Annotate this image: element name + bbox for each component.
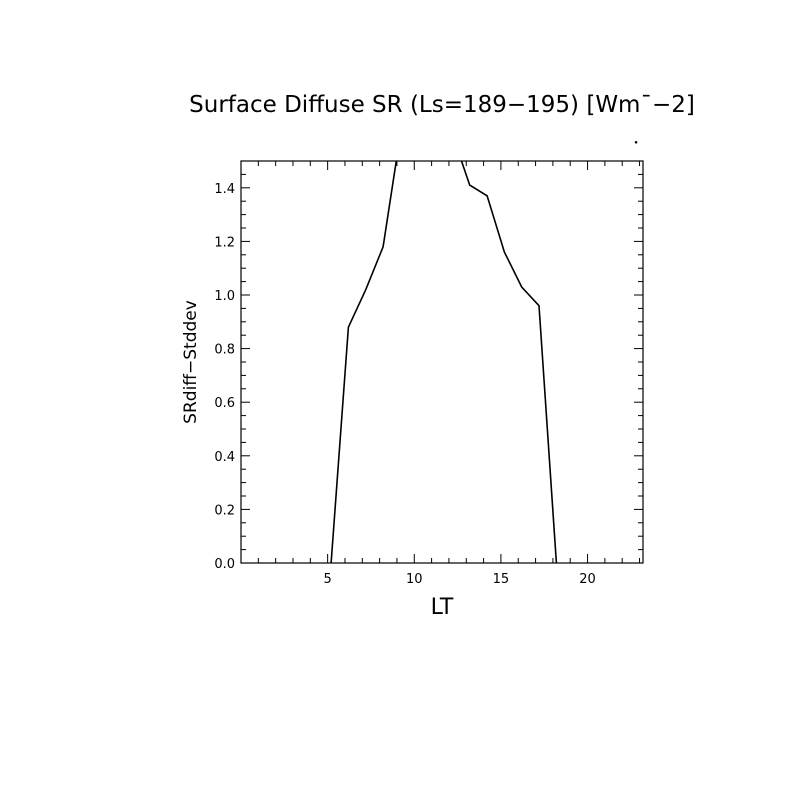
plot-area: 5 10 15 20 0.0 0.2 0.4 0.6 0.8 1.0 1.2 1.4: [214, 160, 644, 587]
y-tick-label: 0.2: [214, 503, 235, 518]
y-tick-label: 0.6: [214, 396, 235, 411]
y-tick-label: 0.4: [214, 450, 235, 465]
axis-tick-labels: 5 10 15 20 0.0 0.2 0.4 0.6 0.8 1.0 1.2 1.4: [214, 182, 596, 587]
x-tick-label: 10: [406, 572, 423, 587]
y-tick-label: 0.8: [214, 343, 235, 358]
y-tick-label: 1.4: [214, 182, 235, 197]
y-tick-label: 1.2: [214, 235, 235, 250]
annotations: [634, 140, 638, 144]
plot-frame: [240, 160, 644, 564]
series-group: [330, 161, 558, 563]
axis-ticks: [240, 160, 643, 564]
y-axis-label: SRdiff−Stddev: [181, 300, 201, 424]
x-tick-label: 15: [493, 572, 510, 587]
x-tick-label: 20: [579, 572, 596, 587]
y-tick-label: 0.0: [214, 557, 235, 572]
x-axis-label: LT: [431, 595, 454, 620]
annotation-dot: [634, 140, 638, 144]
y-tick-label: 1.0: [214, 289, 235, 304]
chart-title: Surface Diffuse SR (Ls=189−195) [Wm¯−2]: [189, 92, 695, 118]
x-tick-label: 5: [323, 572, 331, 587]
series-line-0: [330, 161, 558, 563]
